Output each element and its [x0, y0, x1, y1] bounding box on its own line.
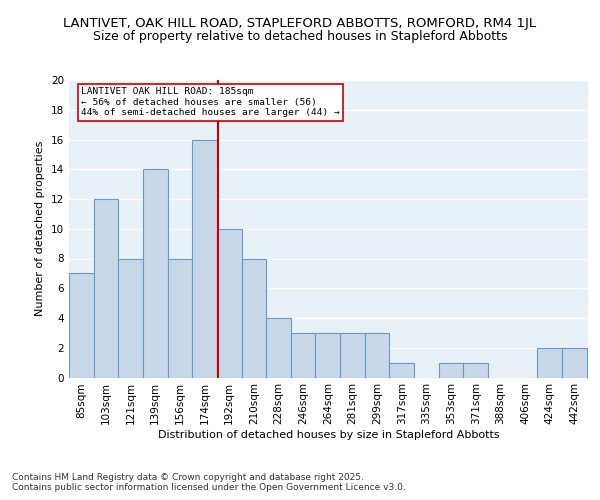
- Bar: [192, 140, 217, 378]
- Bar: [291, 333, 316, 378]
- Text: Contains HM Land Registry data © Crown copyright and database right 2025.
Contai: Contains HM Land Registry data © Crown c…: [12, 472, 406, 492]
- Text: Size of property relative to detached houses in Stapleford Abbotts: Size of property relative to detached ho…: [93, 30, 507, 43]
- Bar: [463, 362, 488, 378]
- Bar: [143, 169, 167, 378]
- X-axis label: Distribution of detached houses by size in Stapleford Abbotts: Distribution of detached houses by size …: [158, 430, 499, 440]
- Text: LANTIVET OAK HILL ROAD: 185sqm
← 56% of detached houses are smaller (56)
44% of : LANTIVET OAK HILL ROAD: 185sqm ← 56% of …: [82, 88, 340, 117]
- Bar: [69, 274, 94, 378]
- Bar: [340, 333, 365, 378]
- Bar: [439, 362, 463, 378]
- Y-axis label: Number of detached properties: Number of detached properties: [35, 141, 46, 316]
- Bar: [167, 258, 192, 378]
- Bar: [118, 258, 143, 378]
- Bar: [242, 258, 266, 378]
- Bar: [94, 199, 118, 378]
- Bar: [266, 318, 291, 378]
- Bar: [316, 333, 340, 378]
- Bar: [538, 348, 562, 378]
- Bar: [562, 348, 587, 378]
- Bar: [217, 229, 242, 378]
- Bar: [365, 333, 389, 378]
- Text: LANTIVET, OAK HILL ROAD, STAPLEFORD ABBOTTS, ROMFORD, RM4 1JL: LANTIVET, OAK HILL ROAD, STAPLEFORD ABBO…: [64, 18, 536, 30]
- Bar: [389, 362, 414, 378]
